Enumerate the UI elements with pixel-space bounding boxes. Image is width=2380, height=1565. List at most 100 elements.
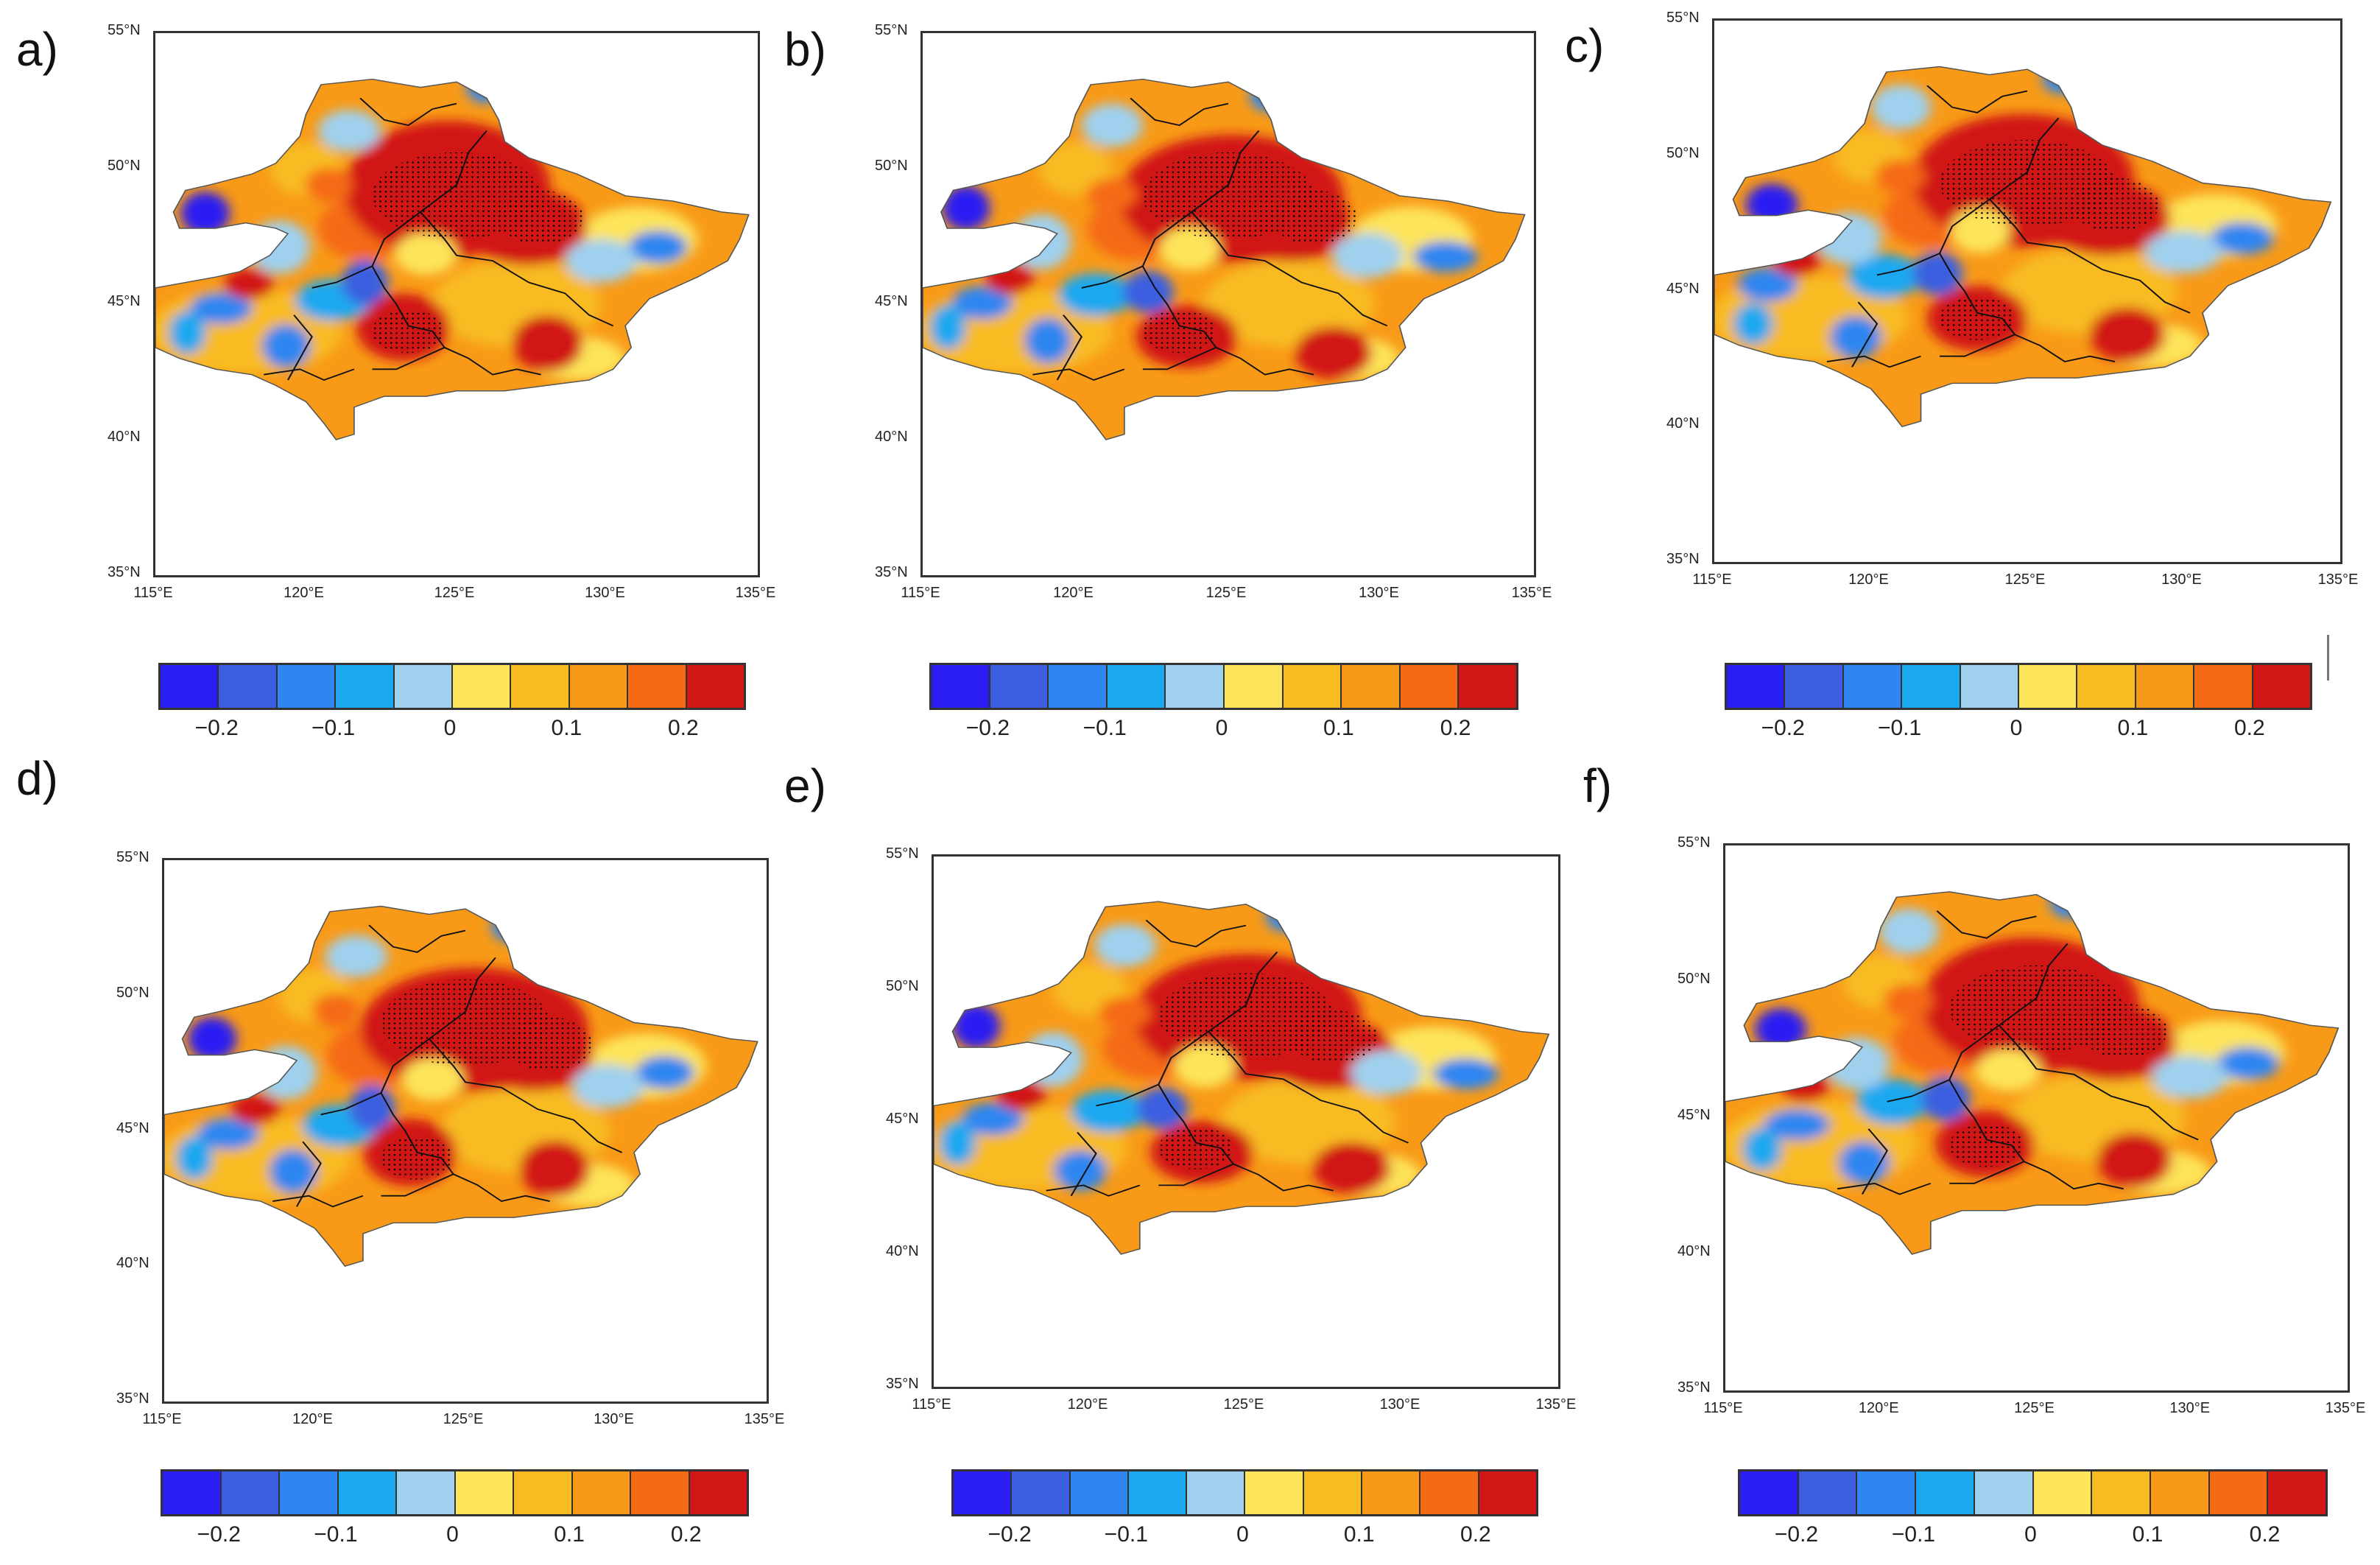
lat-tick-label: 35°N xyxy=(1677,1379,1711,1396)
colorbar-swatch xyxy=(1857,1471,1917,1514)
province-border xyxy=(287,314,313,381)
lat-tick-label: 35°N xyxy=(116,1390,149,1407)
lon-tick-label: 130°E xyxy=(2169,1400,2211,1416)
colorbar xyxy=(158,663,746,710)
colorbar-swatch xyxy=(2136,665,2195,708)
lat-tick-label: 55°N xyxy=(875,22,908,38)
lon-tick-label: 115°E xyxy=(142,1411,182,1427)
colorbar-swatch xyxy=(990,665,1049,708)
province-border xyxy=(1158,1084,1235,1186)
province-border xyxy=(1056,314,1083,381)
lat-tick-label: 40°N xyxy=(1677,1243,1711,1259)
significance-stipple xyxy=(2071,177,2159,232)
colorbar-swatch xyxy=(161,665,219,708)
province-border xyxy=(1191,211,1388,327)
colorbar-label: 0 xyxy=(2024,1522,2037,1547)
colorbar-swatch xyxy=(1187,1471,1246,1514)
shaded-region xyxy=(164,906,758,1267)
province-border xyxy=(2014,334,2116,363)
significance-stipple xyxy=(1142,309,1217,354)
correlation-map xyxy=(1725,891,2339,1255)
lat-tick-label: 55°N xyxy=(108,22,141,38)
colorbar-swatch xyxy=(1070,1471,1129,1514)
colorbar-label: −0.1 xyxy=(1877,716,1922,740)
colorbar-swatch xyxy=(2033,1471,2093,1514)
colorbar-swatch xyxy=(514,1471,573,1514)
province-border xyxy=(1233,1163,1334,1192)
colorbar-swatch xyxy=(1245,1471,1304,1514)
colorbar-swatch xyxy=(1420,1471,1479,1514)
province-border xyxy=(320,957,496,1116)
colorbar-label: 0.1 xyxy=(551,716,582,740)
colorbar-swatch xyxy=(1224,665,1284,708)
correlation-map xyxy=(155,78,750,440)
lat-tick-label: 40°N xyxy=(875,429,908,445)
province-border xyxy=(1032,368,1125,381)
colorbar-label: 0.2 xyxy=(2249,1522,2281,1547)
significance-stipple xyxy=(1271,190,1357,245)
colorbar-label: 0.1 xyxy=(1323,716,1354,740)
colorbar-swatch xyxy=(1107,665,1166,708)
colorbar-swatch xyxy=(1727,665,1786,708)
lat-tick-label: 50°N xyxy=(108,158,141,174)
shaded-region xyxy=(923,79,1525,440)
lon-tick-label: 125°E xyxy=(1205,585,1247,601)
province-border xyxy=(453,1173,550,1203)
province-border xyxy=(1887,943,2069,1102)
map-frame xyxy=(153,31,760,577)
province-border xyxy=(359,97,457,127)
province-border xyxy=(1130,97,1229,127)
colorbar-label: −0.1 xyxy=(1104,1522,1148,1547)
stray-tick-mark xyxy=(2327,635,2329,680)
province-border xyxy=(1936,910,2037,939)
panel-label: e) xyxy=(784,759,826,812)
colorbar-swatch xyxy=(280,1471,339,1514)
map-frame xyxy=(162,858,769,1404)
lon-tick-label: 120°E xyxy=(1067,1396,1108,1413)
lon-tick-label: 115°E xyxy=(1703,1400,1743,1416)
lon-tick-label: 120°E xyxy=(1858,1400,1899,1416)
colorbar-swatch xyxy=(2268,1471,2326,1514)
colorbar-label: 0.2 xyxy=(2233,716,2265,740)
colorbar-swatch xyxy=(2194,665,2253,708)
significance-stipple xyxy=(2080,1003,2167,1058)
colorbar-swatch xyxy=(686,665,744,708)
colorbar xyxy=(161,1469,749,1516)
lon-tick-label: 125°E xyxy=(434,585,475,601)
significance-stipple xyxy=(1949,1123,2024,1167)
colorbar-swatch xyxy=(2092,1471,2151,1514)
colorbar-label: 0 xyxy=(1236,1522,1249,1547)
province-border xyxy=(1939,253,2016,357)
colorbar-swatch xyxy=(1283,665,1342,708)
colorbar-swatch xyxy=(572,1471,631,1514)
shaded-region xyxy=(1725,891,2339,1254)
lat-tick-label: 45°N xyxy=(1677,1107,1711,1123)
colorbar-swatch xyxy=(1902,665,1961,708)
colorbar-label: 0 xyxy=(446,1522,459,1547)
lat-tick-label: 40°N xyxy=(108,429,141,445)
lat-tick-label: 45°N xyxy=(108,293,141,309)
colorbar-label: 0.1 xyxy=(2117,716,2149,740)
shaded-region xyxy=(934,901,1549,1254)
colorbar-swatch xyxy=(394,665,454,708)
province-border xyxy=(1145,919,1247,948)
correlation-map xyxy=(934,901,1550,1255)
lat-tick-label: 35°N xyxy=(1666,551,1700,567)
lon-tick-label: 125°E xyxy=(2004,572,2046,588)
colorbar-swatch xyxy=(1843,665,1903,708)
colorbar-swatch xyxy=(689,1471,747,1514)
lon-tick-label: 135°E xyxy=(2325,1400,2366,1416)
lat-tick-label: 55°N xyxy=(1666,10,1700,26)
lon-tick-label: 120°E xyxy=(284,585,324,601)
colorbar xyxy=(1725,663,2312,710)
colorbar-label: 0.2 xyxy=(1460,1522,1491,1547)
lat-tick-label: 40°N xyxy=(886,1243,919,1259)
lon-tick-label: 120°E xyxy=(1848,572,1889,588)
colorbar xyxy=(951,1469,1538,1516)
province-border xyxy=(1141,266,1217,370)
colorbar-swatch xyxy=(631,1471,690,1514)
colorbar-label: 0 xyxy=(443,716,457,740)
colorbar-swatch xyxy=(1166,665,1225,708)
colorbar-swatch xyxy=(1459,665,1516,708)
colorbar-swatch xyxy=(2253,665,2311,708)
